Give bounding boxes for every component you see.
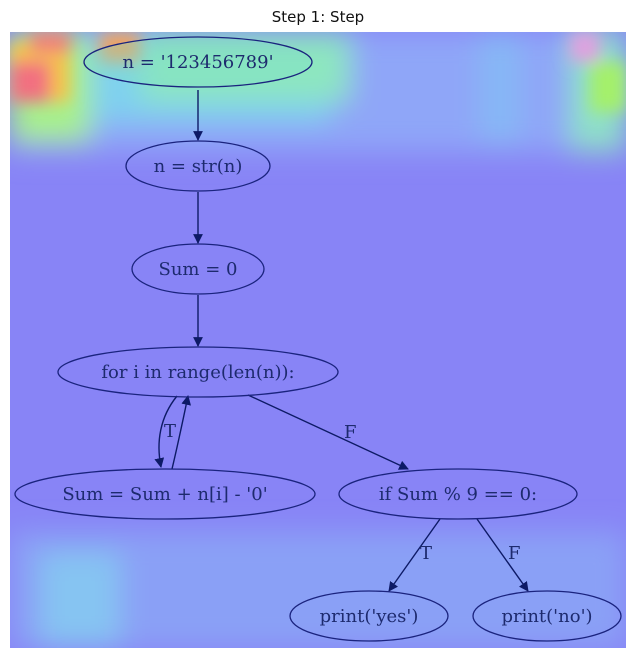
edge-n4-n5 — [154, 395, 178, 468]
node-n8-shape — [472, 590, 622, 642]
node-n7-shape — [289, 590, 449, 642]
edge-labels: T F T F — [164, 421, 521, 564]
node-n1: n = '123456789' — [83, 36, 313, 88]
node-n2-shape — [125, 140, 271, 192]
edge-n4-n6 — [247, 394, 409, 470]
heatmap-canvas: T F T F n = '123456789' n = str(n) Sum =… — [10, 32, 626, 648]
figure-title: Step 1: Step — [271, 8, 365, 26]
edges — [154, 90, 529, 592]
node-n5-label: Sum = Sum + n[i] - '0' — [62, 484, 267, 505]
edge-label-n6-n8: F — [508, 543, 521, 564]
node-n8: print('no') — [472, 590, 622, 642]
heatmap-hotspot-red-top — [30, 32, 70, 52]
heatmap-bottom-left-glow — [40, 552, 120, 648]
node-n6-shape — [338, 468, 578, 520]
node-n6: if Sum % 9 == 0: — [338, 468, 578, 520]
node-n2-label: n = str(n) — [154, 156, 243, 177]
node-n5: Sum = Sum + n[i] - '0' — [14, 468, 316, 520]
node-n8-label: print('no') — [501, 606, 592, 627]
heatmap-overlay — [10, 32, 626, 648]
node-n4-shape — [57, 346, 339, 398]
node-n1-label: n = '123456789' — [122, 52, 273, 73]
node-n5-shape — [14, 468, 316, 520]
node-n6-label: if Sum % 9 == 0: — [379, 484, 537, 505]
edge-n5-n4 — [171, 395, 191, 470]
node-n7-label: print('yes') — [320, 606, 419, 627]
node-n1-shape — [83, 36, 313, 88]
heatmap-hotspot-green-right — [590, 62, 626, 112]
node-n4-label: for i in range(len(n)): — [101, 362, 294, 383]
heatmap-top-right-streak — [480, 32, 520, 142]
edge-label-n6-n7: T — [420, 543, 432, 564]
node-n2: n = str(n) — [125, 140, 271, 192]
heatmap-hotspot-red — [10, 62, 50, 102]
node-n3-shape — [131, 243, 265, 295]
node-n7: print('yes') — [289, 590, 449, 642]
heatmap-top-node-glow — [140, 32, 350, 102]
diagram-svg: T F T F n = '123456789' n = str(n) Sum =… — [10, 32, 626, 648]
node-n4: for i in range(len(n)): — [57, 346, 339, 398]
edge-label-n4-n6: F — [344, 422, 357, 443]
heatmap-hotspot-pink-right — [570, 32, 600, 62]
node-n3-label: Sum = 0 — [159, 259, 238, 280]
edge-n6-n8 — [476, 518, 529, 592]
edge-n6-n7 — [388, 518, 441, 592]
edge-label-n4-n5: T — [164, 421, 176, 442]
node-n3: Sum = 0 — [131, 243, 265, 295]
